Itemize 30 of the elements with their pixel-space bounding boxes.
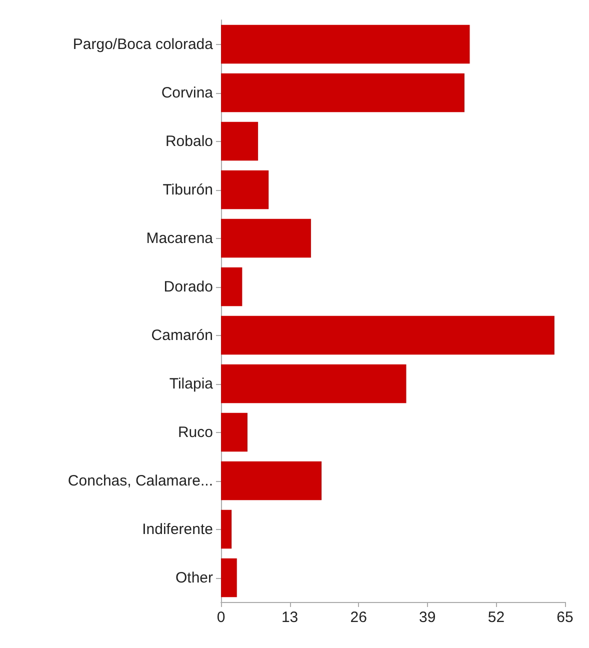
y-tick-label: Indiferente (142, 520, 213, 538)
x-tick-label: 39 (419, 609, 436, 626)
x-tick-label: 13 (281, 609, 298, 626)
y-tick-label: Robalo (165, 132, 213, 150)
y-tick-label: Pargo/Boca colorada (72, 36, 214, 53)
y-tick-label: Tilapia (169, 375, 214, 392)
bar (221, 558, 237, 598)
y-tick-label: Ruco (178, 424, 213, 441)
x-tick-label: 0 (216, 609, 226, 626)
bar (221, 316, 554, 355)
bar (221, 364, 406, 404)
bar (221, 170, 269, 210)
bar (221, 73, 464, 112)
y-tick-label: Macarena (146, 230, 214, 247)
bar (221, 510, 232, 549)
bar (221, 24, 470, 64)
y-tick-label: Conchas, Calamare... (68, 472, 213, 490)
bar (221, 218, 311, 258)
y-tick-label: Camarón (151, 326, 213, 344)
x-tick-label: 52 (488, 609, 505, 626)
y-tick-label: Tiburón (162, 181, 213, 198)
x-tick-label: 26 (350, 609, 367, 626)
y-tick-label: Dorado (164, 278, 213, 296)
bar (221, 267, 242, 306)
y-tick-label: Corvina (161, 84, 214, 102)
bar (221, 412, 248, 452)
bar (221, 122, 258, 161)
y-tick-label: Other (175, 569, 214, 586)
x-tick-label: 65 (556, 609, 574, 626)
bar (221, 461, 322, 500)
